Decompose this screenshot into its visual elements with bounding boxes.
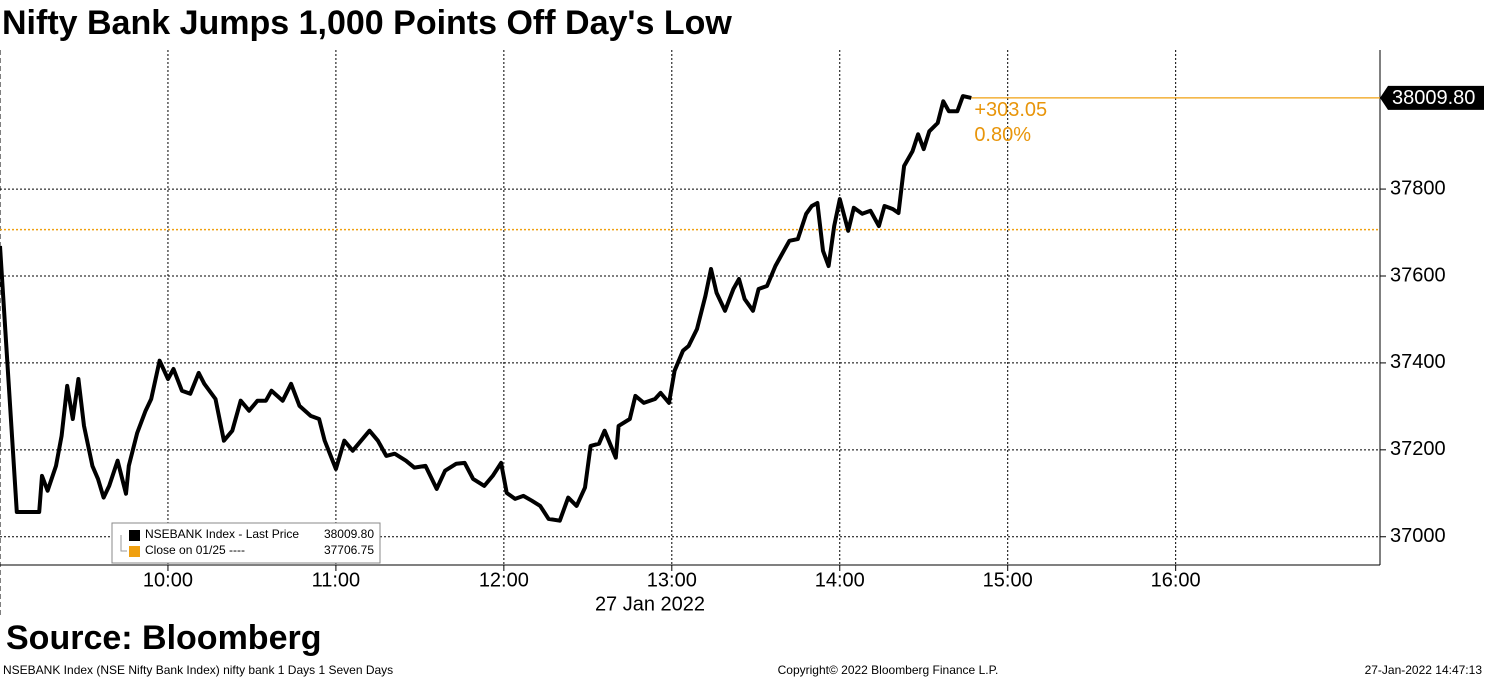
y-tick-label: 37600 xyxy=(1390,264,1446,286)
change-percent-label: 0.80% xyxy=(974,124,1031,146)
legend-value: 38009.80 xyxy=(324,527,374,541)
source: Source: Bloomberg xyxy=(6,619,321,657)
legend: NSEBANK Index - Last Price 38009.80 Close … xyxy=(111,522,381,564)
legend-label: NSEBANK Index - Last Price xyxy=(145,527,299,541)
legend-tree xyxy=(120,535,127,552)
footer-right: 27-Jan-2022 14:47:13 xyxy=(1365,663,1483,677)
x-axis-label: 27 Jan 2022 xyxy=(595,593,705,615)
x-tick-label: 12:00 xyxy=(479,569,529,591)
x-tick-label: 13:00 xyxy=(647,569,697,591)
y-tick-label: 37000 xyxy=(1390,525,1446,547)
change-label: +303.05 xyxy=(974,99,1047,121)
x-tick-label: 14:00 xyxy=(815,569,865,591)
footer-left: NSEBANK Index (NSE Nifty Bank Index) nif… xyxy=(3,663,393,677)
x-tick-label: 11:00 xyxy=(312,569,361,591)
x-tick-label: 15:00 xyxy=(983,569,1033,591)
last-price-tag xyxy=(1380,85,1484,110)
y-tick-label: 37400 xyxy=(1390,351,1446,373)
footer-center: Copyright© 2022 Bloomberg Finance L.P. xyxy=(778,663,999,677)
y-tick-label: 37800 xyxy=(1390,177,1446,199)
x-tick-label: 10:00 xyxy=(143,569,193,591)
last-price-label: 38009.80 xyxy=(1392,87,1475,109)
price-line xyxy=(0,94,972,523)
legend-label: Close on 01/25 ---- xyxy=(145,543,245,557)
y-tick-label: 37200 xyxy=(1390,438,1446,460)
legend-swatch xyxy=(129,530,140,541)
legend-swatch xyxy=(129,546,140,557)
legend-value: 37706.75 xyxy=(324,543,374,557)
x-tick-label: 16:00 xyxy=(1151,569,1201,591)
legend-box xyxy=(111,522,381,564)
chart-title: Nifty Bank Jumps 1,000 Points Off Day's … xyxy=(2,4,732,42)
